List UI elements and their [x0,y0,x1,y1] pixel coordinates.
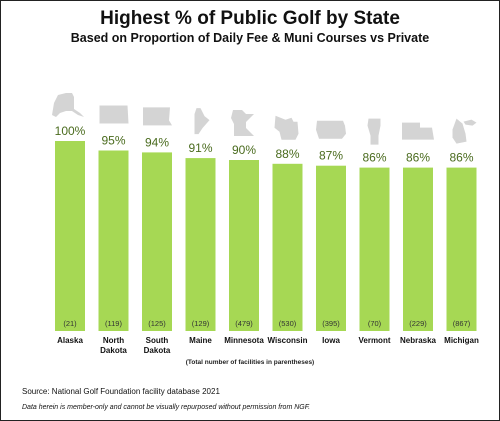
facility-count: (70) [368,319,382,328]
maine-icon [194,108,210,135]
value-label: 87% [319,149,343,163]
value-label: 86% [362,151,386,165]
value-label: 90% [232,143,256,157]
value-label: 86% [406,151,430,165]
category-label: Maine [189,336,212,345]
category-label: Dakota [144,346,171,355]
facility-count: (119) [105,319,122,328]
chart-title: Highest % of Public Golf by State [100,8,400,29]
chart-subtitle: Based on Proportion of Daily Fee & Muni … [70,31,430,45]
facility-count: (530) [279,319,297,328]
disclaimer-text: Data herein is member-only and cannot be… [22,404,311,411]
category-label: Iowa [322,336,340,345]
wisconsin-icon [274,115,299,140]
bar-nebraska [403,167,433,331]
value-label: 88% [275,147,299,161]
category-label: Dakota [100,346,127,355]
alaska-icon [52,93,84,117]
value-label: 100% [55,124,86,138]
bar-michigan [446,167,477,331]
value-label: 95% [101,134,125,148]
category-label: Alaska [57,336,83,345]
vermont-icon [367,118,381,145]
facility-count: (21) [63,319,77,328]
south-dakota-icon [143,107,172,126]
bar-iowa [316,165,346,331]
bar-maine [185,158,216,331]
michigan-icon [452,118,477,144]
facility-count: (867) [453,319,471,328]
category-label: Minnesota [224,336,264,345]
bar-wisconsin [272,163,303,331]
category-label: South [146,336,169,345]
facility-count: (229) [409,319,427,328]
north-dakota-icon [99,105,129,124]
iowa-icon [316,120,346,139]
category-label: North [103,336,124,345]
source-text: Source: National Golf Foundation facilit… [22,387,220,396]
bar-south-dakota [142,152,172,331]
value-label: 94% [145,135,169,149]
facility-count: (479) [235,319,253,328]
facility-count: (395) [322,319,340,328]
value-label: 86% [449,151,473,165]
facilities-note: (Total number of facilities in parenthes… [185,359,315,366]
bar-minnesota [229,160,259,331]
category-label: Wisconsin [268,336,308,345]
bar-alaska [55,141,85,331]
category-label: Vermont [358,336,390,345]
nebraska-icon [402,122,434,140]
facility-count: (125) [148,319,166,328]
category-label: Michigan [444,336,479,345]
minnesota-icon [231,110,254,136]
facility-count: (129) [192,319,210,328]
value-label: 91% [188,141,212,155]
bar-vermont [359,167,390,331]
category-label: Nebraska [400,336,437,345]
bar-north-dakota [98,150,129,331]
